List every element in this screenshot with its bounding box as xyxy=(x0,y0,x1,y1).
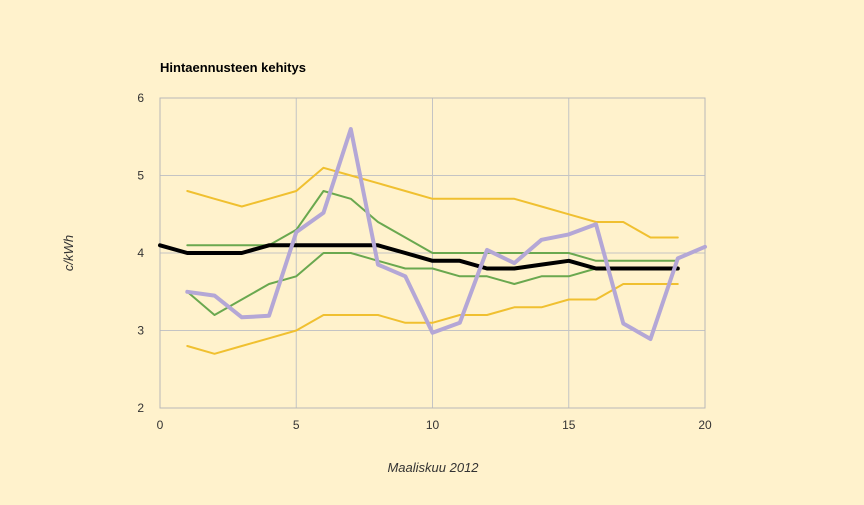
y-tick-label: 4 xyxy=(137,246,144,260)
x-tick-label: 20 xyxy=(698,418,712,432)
chart-title: Hintaennusteen kehitys xyxy=(160,60,306,75)
series-line-6 xyxy=(185,127,707,341)
y-tick-label: 3 xyxy=(137,324,144,338)
x-tick-label: 0 xyxy=(157,418,164,432)
x-tick-label: 10 xyxy=(426,418,440,432)
series-line-1 xyxy=(186,166,679,239)
series-line-5 xyxy=(158,243,680,271)
series-lines xyxy=(158,127,707,355)
x-axis-title: Maaliskuu 2012 xyxy=(387,460,479,475)
x-tick-label: 15 xyxy=(562,418,576,432)
y-tick-label: 6 xyxy=(137,91,144,105)
y-axis-title: c/kWh xyxy=(61,235,76,271)
series-line-2 xyxy=(186,283,679,355)
x-tick-label: 5 xyxy=(293,418,300,432)
y-axis-ticks: 2 3 4 5 6 xyxy=(137,91,144,415)
y-tick-label: 2 xyxy=(137,401,144,415)
plot-area xyxy=(159,97,706,409)
y-tick-label: 5 xyxy=(137,169,144,183)
x-axis-ticks: 0 5 10 15 20 xyxy=(157,418,712,432)
